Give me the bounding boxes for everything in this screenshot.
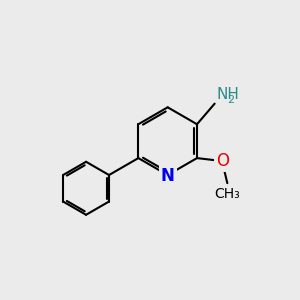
Text: CH₃: CH₃ [214,187,240,201]
Text: 2: 2 [227,95,234,105]
Text: O: O [216,152,229,170]
Text: N: N [161,167,175,184]
Text: NH: NH [216,87,239,102]
